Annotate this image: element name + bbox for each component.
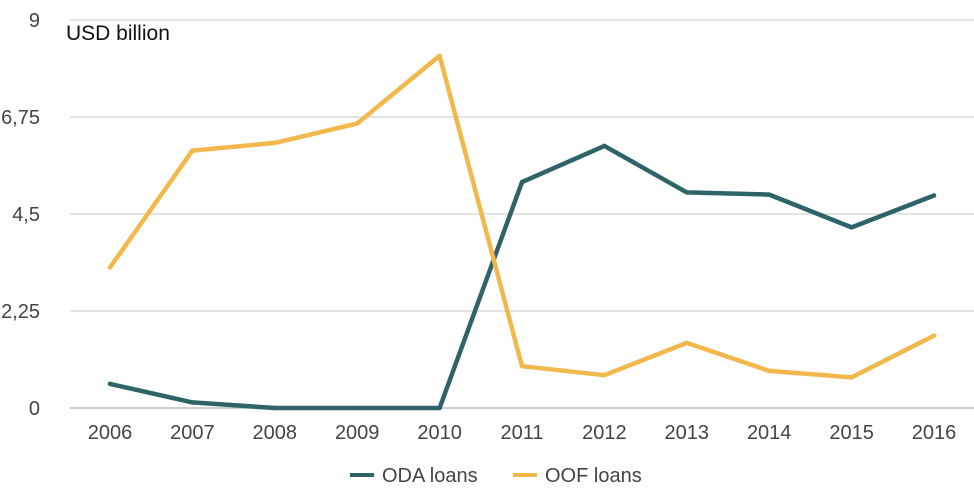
x-tick-label: 2009	[335, 422, 380, 444]
x-tick-label: 2013	[665, 422, 710, 444]
data-point	[684, 190, 689, 195]
data-point	[437, 405, 442, 411]
data-point	[849, 375, 854, 380]
legend-label: ODA loans	[382, 465, 478, 487]
data-point	[190, 148, 195, 153]
y-axis: 0 2,25 4,5 6,75 9	[1, 10, 40, 420]
data-point	[355, 121, 360, 126]
x-tick-label: 2008	[253, 422, 298, 444]
x-axis: 2006 2007 2008 2009 2010 2011 2012 2013 2014 2015…	[88, 422, 957, 444]
data-point	[272, 405, 277, 411]
x-tick-label: 2006	[88, 422, 133, 444]
oda-loans-line	[107, 143, 937, 411]
data-point	[437, 53, 442, 58]
x-tick-label: 2015	[829, 422, 874, 444]
data-point	[519, 179, 525, 185]
y-tick-label: 6,75	[1, 107, 40, 129]
x-tick-label: 2012	[582, 422, 627, 444]
legend: ODA loans OOF loans	[350, 465, 642, 487]
data-point	[190, 400, 195, 405]
series-lines	[107, 53, 937, 411]
data-point	[602, 373, 607, 378]
x-tick-label: 2007	[170, 422, 215, 444]
legend-label: OOF loans	[545, 465, 642, 487]
data-point	[849, 225, 854, 230]
data-point	[931, 333, 937, 338]
y-tick-label: 2,25	[1, 301, 40, 323]
data-point	[355, 405, 360, 411]
x-tick-label: 2010	[417, 422, 462, 444]
data-point	[767, 192, 772, 197]
data-point	[931, 193, 937, 198]
data-point	[272, 140, 277, 146]
data-point	[519, 363, 525, 369]
data-point	[107, 381, 113, 387]
y-tick-label: 0	[29, 398, 40, 420]
x-tick-label: 2016	[912, 422, 957, 444]
unit-label: USD billion	[66, 22, 170, 45]
y-tick-label: 9	[29, 10, 40, 32]
x-tick-label: 2014	[747, 422, 792, 444]
y-tick-label: 4,5	[12, 204, 40, 226]
oof-loans-line	[107, 53, 937, 380]
gridlines	[70, 19, 974, 409]
x-tick-label: 2011	[500, 422, 543, 444]
data-point	[602, 143, 607, 149]
data-point	[767, 368, 772, 374]
data-point	[684, 340, 689, 346]
data-point	[107, 265, 113, 270]
